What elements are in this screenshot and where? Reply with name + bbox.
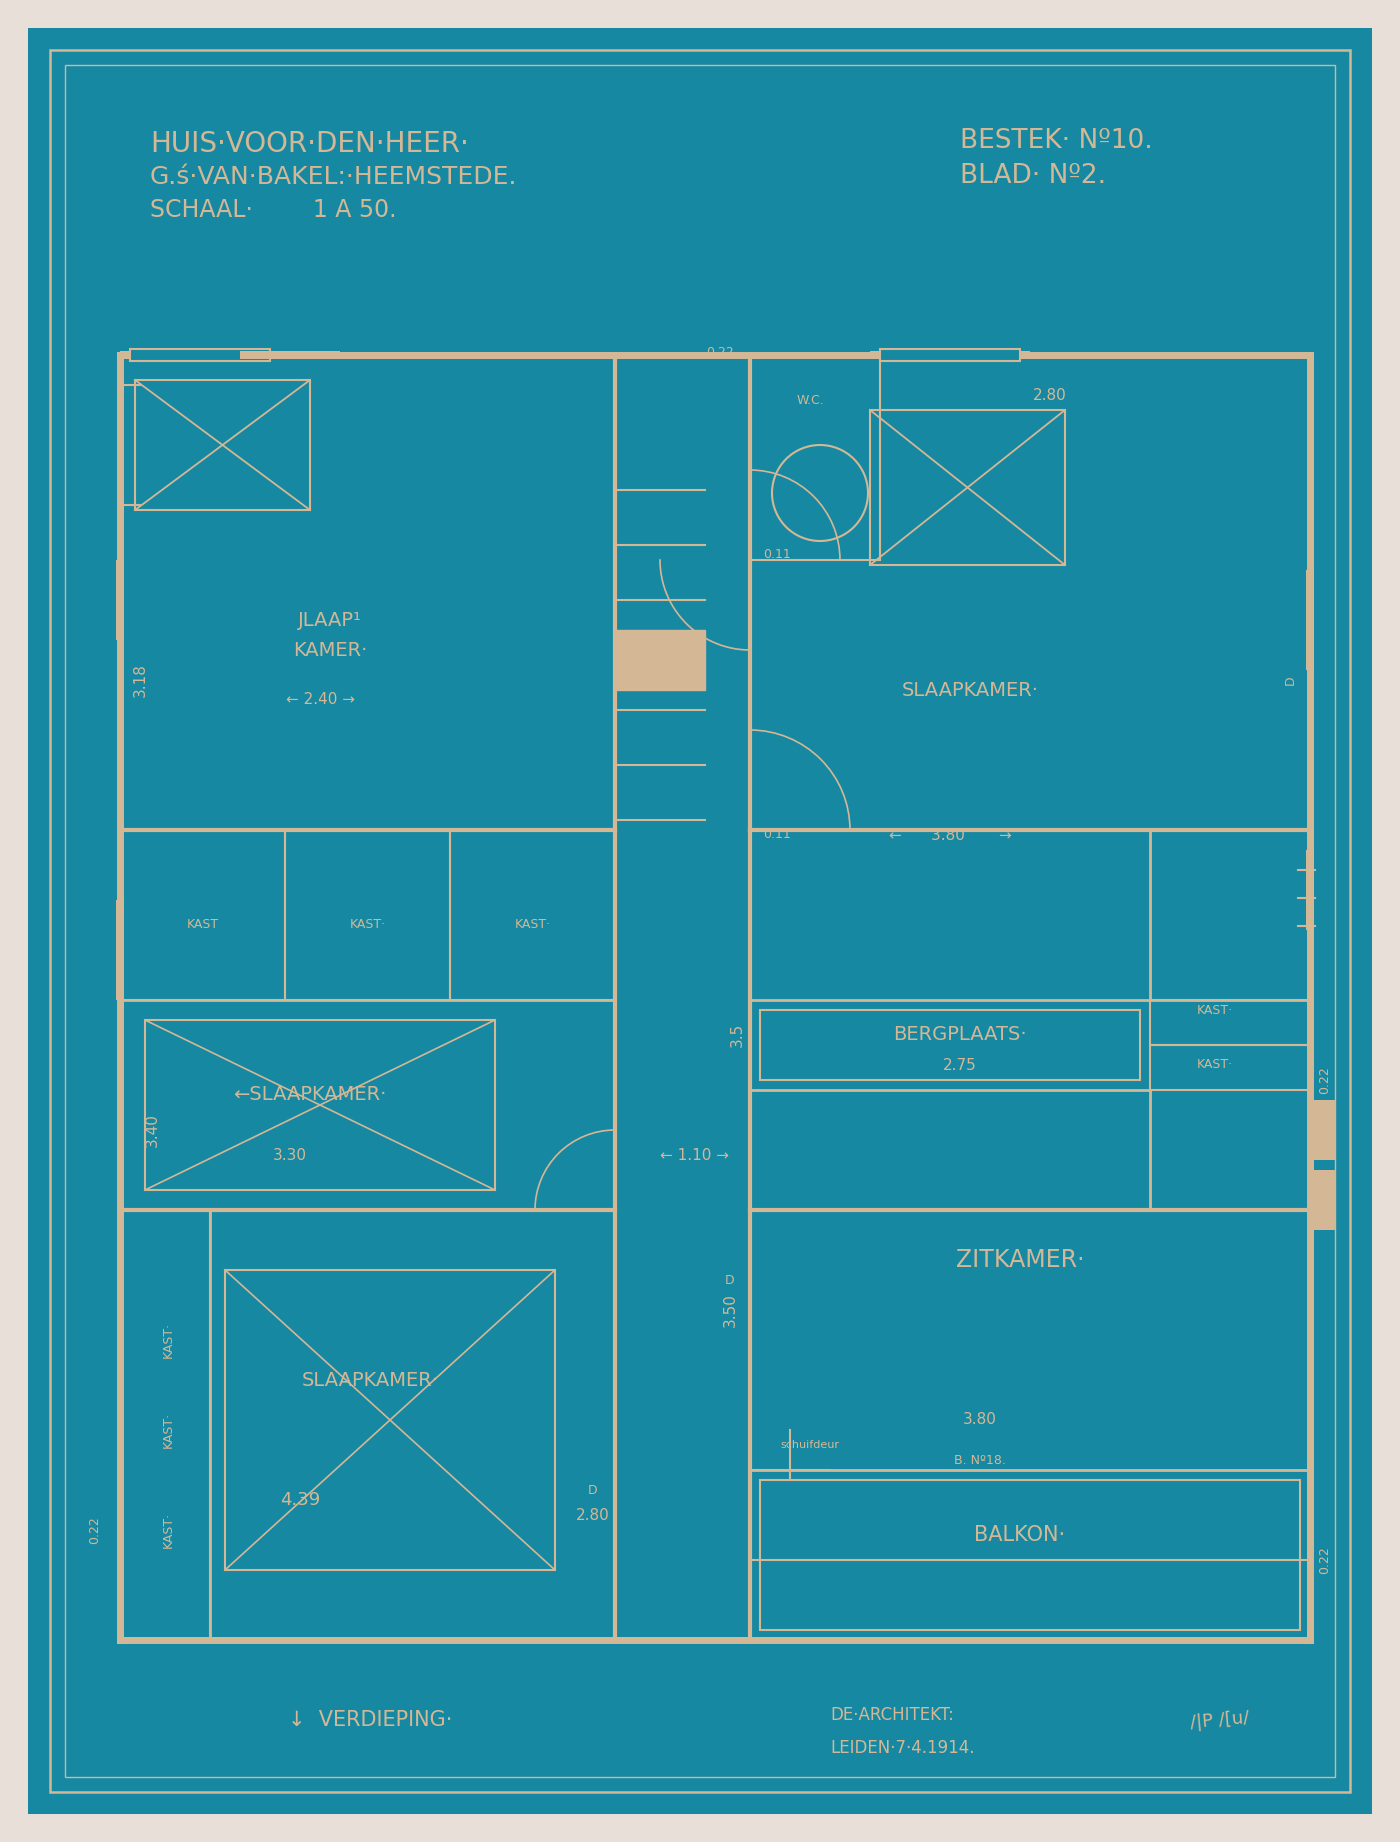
Bar xyxy=(1149,1000,1310,1044)
Bar xyxy=(615,630,706,691)
Text: BERGPLAATS·: BERGPLAATS· xyxy=(893,1026,1026,1044)
Bar xyxy=(116,560,125,639)
Bar xyxy=(130,348,270,361)
Text: BALKON·: BALKON· xyxy=(974,1525,1065,1545)
Bar xyxy=(120,831,286,1000)
Bar xyxy=(1310,1170,1336,1230)
Text: 0.11: 0.11 xyxy=(763,549,791,562)
Text: KAST·: KAST· xyxy=(161,1512,175,1547)
Bar xyxy=(146,1020,496,1190)
Bar xyxy=(1149,1044,1310,1090)
Text: D: D xyxy=(725,1273,735,1286)
Bar xyxy=(760,1009,1140,1079)
Text: KAST·: KAST· xyxy=(161,1413,175,1448)
Text: G.ś·VAN·BAKEL:·HEEMSTEDE.: G.ś·VAN·BAKEL:·HEEMSTEDE. xyxy=(150,166,518,190)
Text: ←SLAAPKAMER·: ←SLAAPKAMER· xyxy=(234,1085,386,1105)
Text: 0.22: 0.22 xyxy=(1319,1545,1331,1573)
Bar xyxy=(1310,1100,1336,1160)
Text: 3.5: 3.5 xyxy=(729,1022,745,1046)
Text: 2.80: 2.80 xyxy=(577,1507,610,1523)
Text: SLAAPKAMER·: SLAAPKAMER· xyxy=(902,680,1039,700)
Text: DE·ARCHITEKT:: DE·ARCHITEKT: xyxy=(830,1706,953,1724)
Text: 0.22: 0.22 xyxy=(1319,1067,1331,1094)
Text: JLAAP¹: JLAAP¹ xyxy=(298,610,363,630)
Text: KAST·: KAST· xyxy=(1197,1059,1233,1072)
Text: 3.30: 3.30 xyxy=(273,1148,307,1162)
Text: KAST·: KAST· xyxy=(161,1323,175,1358)
Bar xyxy=(134,379,309,510)
Text: D: D xyxy=(588,1483,598,1496)
Bar xyxy=(750,356,881,560)
Bar xyxy=(449,831,615,1000)
Text: KAST·: KAST· xyxy=(514,919,550,932)
Text: schuifdeur: schuifdeur xyxy=(781,1440,840,1450)
Text: ←      3.80       →: ← 3.80 → xyxy=(889,827,1011,842)
Text: ← 2.40 →: ← 2.40 → xyxy=(286,693,354,707)
Text: 3.40: 3.40 xyxy=(144,1113,160,1148)
Text: KAST·: KAST· xyxy=(350,919,385,932)
Bar xyxy=(120,1210,210,1639)
Bar xyxy=(869,352,1030,359)
Text: 3.18: 3.18 xyxy=(133,663,147,696)
Bar xyxy=(881,348,1021,361)
Text: ZITKAMER·: ZITKAMER· xyxy=(956,1249,1084,1273)
Text: KAMER·: KAMER· xyxy=(293,641,367,659)
Text: SLAAPKAMER·: SLAAPKAMER· xyxy=(301,1370,438,1389)
Text: KAST: KAST xyxy=(186,919,218,932)
Text: 4.39: 4.39 xyxy=(280,1490,321,1509)
Text: 0.22: 0.22 xyxy=(706,346,734,359)
Text: SCHAAL·        1 A 50.: SCHAAL· 1 A 50. xyxy=(150,197,396,223)
Bar xyxy=(116,901,125,1000)
Bar xyxy=(286,831,449,1000)
Bar xyxy=(120,352,280,359)
Text: 0.11: 0.11 xyxy=(763,829,791,842)
Bar xyxy=(225,1269,554,1569)
Text: 2.75: 2.75 xyxy=(944,1057,977,1072)
Text: B. Nº18.: B. Nº18. xyxy=(953,1453,1007,1466)
Bar xyxy=(1306,849,1315,930)
Text: BLAD· Nº2.: BLAD· Nº2. xyxy=(960,162,1106,190)
Bar xyxy=(869,411,1065,565)
Text: LEIDEN·7·4.1914.: LEIDEN·7·4.1914. xyxy=(830,1739,974,1757)
Text: 3.50: 3.50 xyxy=(722,1293,738,1326)
Bar xyxy=(239,352,340,359)
Text: 3.80: 3.80 xyxy=(963,1413,997,1428)
Text: 2.80: 2.80 xyxy=(1033,387,1067,403)
Text: BESTEK· Nº10.: BESTEK· Nº10. xyxy=(960,127,1152,155)
Bar xyxy=(1306,569,1315,670)
Text: ↓  VERDIEPING·: ↓ VERDIEPING· xyxy=(288,1709,452,1730)
Text: 0.22: 0.22 xyxy=(88,1516,101,1544)
Text: ← 1.10 →: ← 1.10 → xyxy=(661,1148,729,1162)
Text: D: D xyxy=(1284,676,1296,685)
Bar xyxy=(760,1479,1301,1630)
Text: KAST·: KAST· xyxy=(1197,1004,1233,1017)
Text: HUIS·VOOR·DEN·HEER·: HUIS·VOOR·DEN·HEER· xyxy=(150,131,469,158)
Text: W.C.: W.C. xyxy=(797,394,823,407)
Text: /|P /[u/: /|P /[u/ xyxy=(1190,1708,1250,1731)
